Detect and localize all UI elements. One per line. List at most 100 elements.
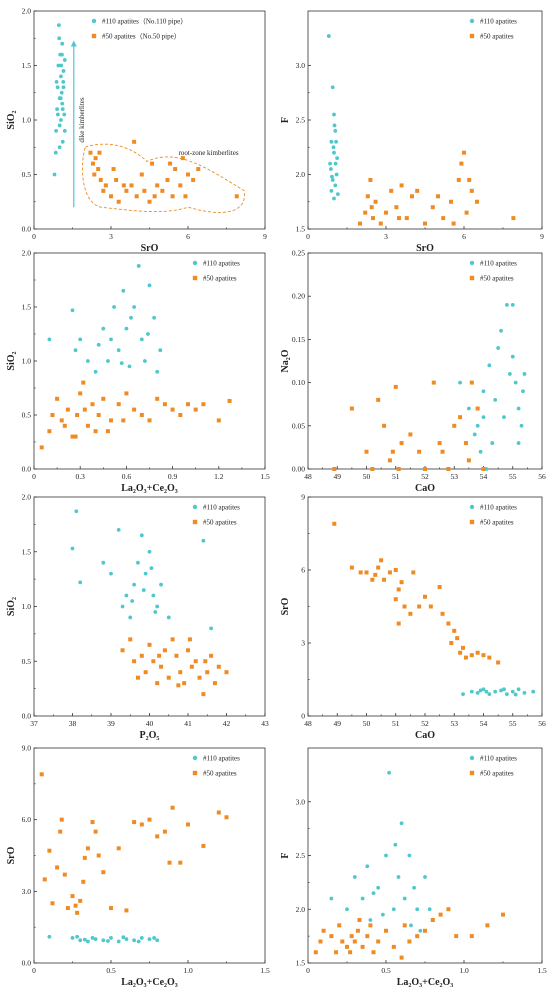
data-point: [50, 413, 55, 417]
data-point: [459, 161, 464, 166]
data-point: [502, 687, 506, 692]
y-tick-label: 0.0: [22, 712, 32, 721]
y-tick-label: 0.5: [22, 411, 32, 420]
x-axis-label: SrO: [416, 243, 434, 254]
y-tick-label: 0.0: [22, 959, 32, 968]
data-point: [128, 615, 133, 620]
legend-marker-110: [192, 260, 198, 266]
data-point: [368, 918, 373, 922]
y-tick-label: 2.5: [296, 116, 306, 125]
data-point: [332, 196, 336, 201]
data-point: [505, 692, 509, 696]
data-point: [481, 653, 486, 658]
data-point: [205, 670, 210, 675]
x-tick-label: 0: [32, 232, 36, 241]
data-point: [522, 372, 527, 376]
data-point: [412, 885, 416, 890]
series-50: [120, 637, 229, 697]
data-point: [50, 901, 55, 906]
data-point: [399, 955, 404, 960]
legend-label-50: #50 apatites: [203, 519, 237, 527]
data-point: [98, 177, 103, 182]
legend-label-50: #50 apatites: [480, 519, 514, 527]
legend: #110 apatites #50 apatites: [192, 755, 240, 778]
x-axis-label: La₂O₃+Ce₂O₃: [397, 977, 454, 988]
legend-label-50: #50 apatites: [480, 770, 514, 778]
data-point: [73, 434, 78, 439]
x-tick-label: 0.3: [76, 472, 86, 481]
x-tick-label: 42: [223, 719, 231, 728]
x-tick-label: 6: [186, 232, 190, 241]
series-50: [39, 380, 232, 450]
data-point: [70, 308, 75, 313]
legend-marker-50: [192, 275, 198, 281]
y-tick-label: 1.0: [22, 602, 32, 611]
data-point: [521, 389, 525, 394]
x-tick-label: 56: [538, 472, 546, 481]
x-axis-label: CaO: [415, 730, 435, 741]
x-tick-label: 9: [540, 232, 544, 241]
data-point: [74, 509, 79, 514]
y-tick-label: 2.0: [22, 493, 32, 502]
y-axis-label: SrO: [6, 846, 17, 864]
data-point: [334, 139, 338, 144]
data-point: [531, 689, 536, 694]
legend-label-50: #50 apatites（No.50 pipe）: [102, 33, 181, 41]
data-point: [511, 216, 516, 221]
data-point: [481, 687, 486, 692]
data-point: [415, 907, 420, 912]
data-point: [393, 597, 398, 602]
legend-marker-110: [469, 504, 475, 510]
data-point: [458, 415, 463, 420]
data-point: [47, 934, 52, 939]
data-point: [224, 815, 229, 820]
data-point: [121, 183, 126, 188]
data-point: [170, 805, 175, 810]
x-tick-label: 0: [32, 966, 36, 975]
data-point: [203, 659, 208, 664]
data-point: [96, 413, 101, 417]
data-point: [153, 610, 158, 614]
data-point: [85, 846, 90, 851]
data-point: [62, 872, 67, 877]
data-point: [178, 413, 183, 417]
data-point: [142, 188, 147, 193]
data-point: [466, 406, 471, 411]
x-tick-label: 43: [261, 719, 269, 728]
data-point: [332, 112, 336, 117]
data-point: [56, 23, 61, 28]
data-point: [54, 129, 58, 133]
data-point: [109, 906, 113, 911]
data-point: [391, 907, 396, 912]
data-point: [455, 636, 460, 641]
data-point: [209, 653, 214, 658]
y-tick-label: 3: [301, 639, 305, 648]
data-point: [345, 944, 349, 949]
data-point: [328, 167, 333, 171]
data-point: [197, 675, 202, 680]
chart-panel-8: 0 0.5 1.0 1.5 1.5 2.0 2.5 3.0 La₂O₃+Ce₂O₃ F #110 a…: [280, 747, 547, 988]
data-point: [174, 653, 179, 658]
data-point: [109, 194, 113, 199]
data-point: [81, 380, 86, 385]
series-50: [358, 150, 516, 226]
data-point: [60, 101, 65, 106]
legend-label-110: #110 apatites: [203, 755, 240, 763]
data-point: [88, 150, 93, 155]
data-point: [499, 688, 503, 693]
data-point: [61, 69, 66, 73]
legend: #110 apatites #50 apatites: [469, 260, 517, 283]
data-point: [130, 599, 135, 603]
data-point: [96, 167, 101, 172]
legend-marker-110: [91, 18, 97, 24]
data-point: [54, 79, 59, 84]
data-point: [360, 944, 365, 949]
y-axis-label: SiO₂: [6, 351, 17, 370]
x-tick-label: 0.5: [381, 966, 391, 975]
legend-marker-110: [469, 260, 475, 266]
data-point: [155, 369, 160, 374]
data-point: [136, 939, 141, 944]
data-point: [475, 650, 480, 655]
data-point: [333, 161, 338, 166]
data-point: [404, 216, 409, 221]
